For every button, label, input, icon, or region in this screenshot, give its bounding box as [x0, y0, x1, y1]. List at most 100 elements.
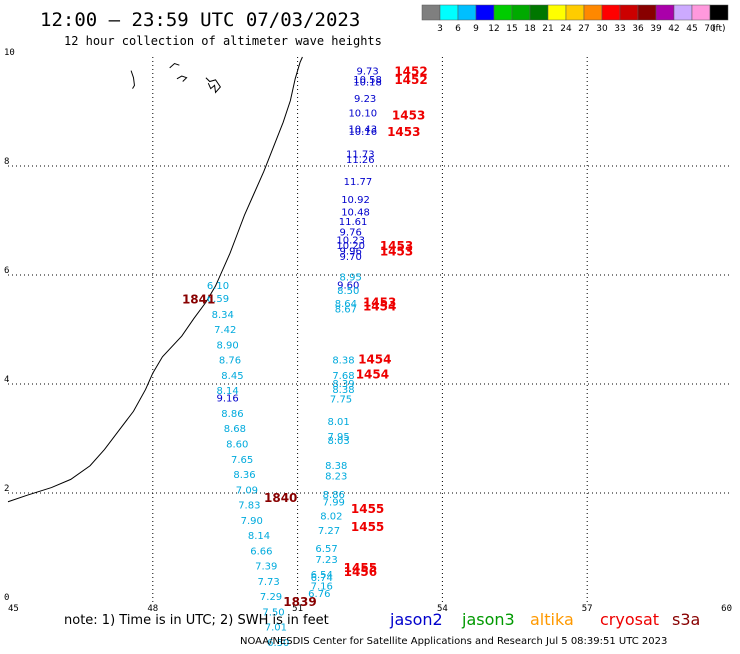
wave-height-value: 10.43 [348, 124, 377, 135]
colorbar-label: 39 [650, 24, 662, 34]
chart-subtitle: 12 hour collection of altimeter wave hei… [64, 34, 382, 48]
wave-height-value: 8.14 [216, 386, 238, 397]
colorbar-label: 6 [455, 24, 461, 34]
wave-height-value: 7.99 [323, 497, 345, 508]
wave-height-value: 6.76 [308, 589, 330, 600]
island-outline [130, 70, 135, 89]
wave-height-value: 11.26 [346, 155, 375, 166]
y-tick-label: 0 [4, 593, 9, 603]
y-tick-label: 10 [4, 48, 15, 58]
wave-height-value: 7.68 [332, 371, 354, 382]
satellite-legend: jason2 jason3 altika cryosat s3a [389, 610, 700, 629]
colorbar-swatch [547, 4, 567, 21]
island-outline [176, 75, 188, 82]
wave-height-value: 11.61 [339, 217, 368, 228]
colorbar-label: 15 [506, 24, 517, 34]
wave-height-value: 11.73 [346, 150, 375, 161]
pass-time-labels: 1452145214531453145314531453145414541454… [182, 65, 428, 609]
colorbar-swatch [601, 4, 621, 21]
wave-height-value: 10.23 [336, 236, 365, 247]
pass-time-label: 1841 [182, 293, 215, 307]
wave-height-value: 8.64 [335, 299, 357, 310]
colorbar-swatch [565, 4, 585, 21]
colorbar: 3 6 9 12 15 18 21 24 27 30 33 36 39 42 45 70 [421, 4, 729, 34]
wave-height-value: 8.39 [332, 379, 354, 390]
legend-altika: altika [530, 610, 574, 629]
wave-height-value: 10.58 [353, 75, 382, 86]
wave-height-value: 7.29 [260, 592, 282, 603]
colorbar-swatch [637, 4, 657, 21]
wave-height-value: 10.10 [348, 109, 377, 120]
wave-height-value: 8.67 [335, 304, 357, 315]
wave-height-value: 8.38 [325, 461, 347, 472]
x-tick-label: 48 [147, 604, 158, 614]
wave-height-value: 8.38 [332, 385, 354, 396]
wave-height-value: 8.01 [327, 417, 349, 428]
wave-height-value: 9.76 [340, 227, 362, 238]
colorbar-swatch [493, 4, 513, 21]
legend-cryosat: cryosat [600, 610, 659, 629]
colorbar-swatch [583, 4, 603, 21]
x-tick-label: 57 [582, 604, 593, 614]
x-tick-label: 60 [721, 604, 732, 614]
pass-time-label: 1454 [358, 352, 391, 366]
wave-height-value: 7.90 [241, 516, 263, 527]
wave-height-value: 7.09 [236, 485, 258, 496]
wave-height-value: 10.20 [336, 241, 365, 252]
axis-ticks: 45 48 51 54 57 60 0 2 4 6 8 10 [4, 48, 732, 614]
pass-time-label: 1456 [344, 565, 377, 579]
wave-height-value: 8.02 [320, 511, 342, 522]
wave-height-value: 8.68 [224, 424, 246, 435]
footer-credit: NOAA/NESDIS Center for Satellite Applica… [240, 636, 667, 647]
colorbar-label: 33 [614, 24, 625, 34]
colorbar-label: 30 [596, 24, 608, 34]
x-tick-label: 51 [292, 604, 303, 614]
wave-height-value: 7.23 [315, 555, 337, 566]
pass-time-label: 1453 [380, 239, 413, 253]
wave-height-value: 7.65 [231, 455, 253, 466]
wave-height-value: 9.60 [337, 280, 359, 291]
x-tick-label: 45 [8, 604, 19, 614]
wave-height-value: 8.45 [221, 371, 243, 382]
colorbar-swatch [619, 4, 639, 21]
colorbar-swatch [439, 4, 459, 21]
wave-height-value: 6.54 [311, 570, 333, 581]
wave-height-value: 10.92 [341, 195, 370, 206]
colorbar-label: 18 [524, 24, 536, 34]
wave-height-value: 8.86 [221, 409, 243, 420]
colorbar-swatch [673, 4, 693, 21]
wave-height-value: 8.50 [337, 286, 359, 297]
wave-height-value: 6.59 [207, 294, 229, 305]
colorbar-label: 24 [560, 24, 572, 34]
colorbar-swatch [421, 4, 441, 21]
wave-height-value: 6.74 [311, 573, 333, 584]
legend-s3a: s3a [672, 610, 700, 629]
colorbar-swatch [691, 4, 711, 21]
legend-jason3: jason3 [461, 610, 515, 629]
wave-height-value: 8.23 [325, 472, 347, 483]
pass-time-label: 1839 [283, 595, 316, 609]
coastline [7, 56, 303, 503]
pass-time-label: 1454 [356, 368, 389, 382]
colorbar-swatch [475, 4, 495, 21]
wave-height-value: 7.83 [238, 501, 260, 512]
pass-time-label: 1455 [344, 561, 377, 575]
colorbar-swatch [511, 4, 531, 21]
wave-height-value: 11.77 [344, 177, 373, 188]
pass-time-label: 1453 [387, 125, 420, 139]
colorbar-label: 70 [704, 24, 716, 34]
wave-height-value: 10.48 [341, 207, 370, 218]
colorbar-label: 12 [488, 24, 499, 34]
grid-lines [8, 57, 732, 602]
y-tick-label: 6 [4, 266, 9, 276]
island-outline [169, 62, 180, 69]
wave-height-value: 6.66 [250, 546, 272, 557]
wave-height-value: 7.95 [327, 432, 349, 443]
wave-height-value: 9.70 [340, 252, 362, 263]
wave-height-value: 10.18 [353, 78, 382, 89]
pass-time-label: 1453 [363, 295, 396, 309]
colorbar-label: 3 [437, 24, 443, 34]
colorbar-unit: (ft) [712, 24, 726, 34]
x-tick-label: 54 [437, 604, 448, 614]
